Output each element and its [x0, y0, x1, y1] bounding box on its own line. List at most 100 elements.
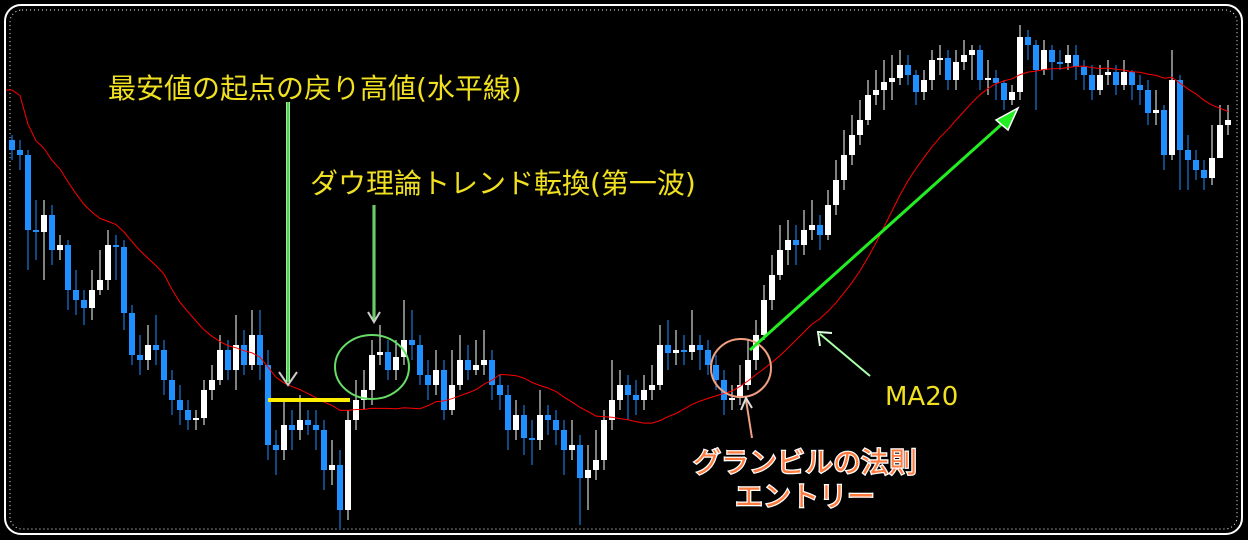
candle-body [193, 418, 199, 420]
candle-body [169, 380, 175, 400]
candle-body [913, 75, 919, 92]
candle [65, 240, 71, 310]
candle-body [537, 415, 543, 440]
candle [697, 335, 703, 370]
candle-body [793, 240, 799, 245]
annotations-layer: 最安値の起点の戻り高値(水平線) ダウ理論トレンド転換(第一波) MA20 グラ… [108, 72, 1020, 514]
candle-body [649, 385, 655, 390]
annotation-pullback-high: 最安値の起点の戻り高値(水平線) [108, 72, 522, 105]
candle [785, 220, 791, 265]
candle-body [777, 250, 783, 275]
candle-body [265, 365, 271, 445]
candle [497, 375, 503, 410]
candle [913, 70, 919, 105]
candle-body [1169, 80, 1175, 155]
candle-body [745, 360, 751, 385]
ma-pointer-arrow-icon [816, 330, 871, 377]
candle-body [529, 438, 535, 440]
candle-body [601, 420, 607, 460]
candle [217, 335, 223, 385]
candle [985, 60, 991, 95]
candle [273, 430, 279, 475]
candle-body [1065, 55, 1071, 63]
candle-body [1217, 125, 1223, 158]
candle [609, 360, 615, 430]
candle-body [697, 345, 703, 350]
candle [305, 410, 311, 435]
candle-body [257, 335, 263, 365]
candle-body [393, 357, 399, 370]
candle-body [329, 465, 335, 470]
candle-body [641, 390, 647, 400]
candle-body [1185, 150, 1191, 160]
candle-body [1129, 72, 1135, 85]
candle [817, 215, 823, 250]
arrow-down-icon [278, 102, 298, 387]
candle [257, 310, 263, 380]
candle-body [1073, 55, 1079, 67]
candle-body [857, 120, 863, 135]
candle [1049, 45, 1055, 80]
candle [113, 235, 119, 280]
candle-body [1201, 170, 1207, 178]
candle [297, 395, 303, 440]
candle [377, 325, 383, 365]
candle [537, 390, 543, 450]
candle-body [897, 65, 903, 78]
candle-body [377, 352, 383, 355]
candle [369, 340, 375, 405]
candle-body [385, 352, 391, 370]
candle-body [97, 280, 103, 290]
candle [1081, 60, 1087, 90]
candle-body [425, 375, 431, 385]
candle [825, 190, 831, 240]
candle-body [305, 420, 311, 425]
granville-circle [710, 338, 772, 398]
candle [1121, 60, 1127, 90]
candle [465, 345, 471, 380]
candle-body [809, 225, 815, 230]
candle-body [681, 350, 687, 352]
candle-body [633, 395, 639, 400]
candle [1177, 75, 1183, 190]
candle-body [737, 385, 743, 398]
inner-dotted-frame [9, 9, 1238, 530]
candle-body [841, 155, 847, 180]
candle [393, 340, 399, 380]
candle-body [145, 345, 151, 360]
candle [841, 130, 847, 190]
candle-body [1033, 45, 1039, 70]
candle-body [721, 380, 727, 400]
candle [1209, 125, 1215, 185]
candle-body [713, 365, 719, 380]
candle-body [961, 55, 967, 62]
candle-body [1025, 37, 1031, 45]
candle-body [473, 365, 479, 370]
candle-body [49, 215, 55, 250]
candles-layer [9, 25, 1231, 530]
candle [201, 380, 207, 425]
candle-body [369, 355, 375, 390]
candle-body [801, 230, 807, 245]
candle-body [521, 415, 527, 438]
candle [569, 420, 575, 460]
candle [1193, 150, 1199, 180]
candle [1017, 25, 1023, 100]
candle-body [337, 465, 343, 510]
arrow-up-icon [740, 395, 753, 439]
candle-body [105, 245, 111, 280]
candle [745, 340, 751, 390]
candle-body [481, 360, 487, 365]
candle [577, 435, 583, 525]
candle [129, 305, 135, 365]
candle [657, 325, 663, 390]
candle-body [545, 415, 551, 420]
candle-body [705, 350, 711, 365]
candle [937, 45, 943, 75]
candle-body [361, 390, 367, 400]
candle-body [289, 425, 295, 430]
candle [665, 320, 671, 370]
candle [49, 205, 55, 265]
